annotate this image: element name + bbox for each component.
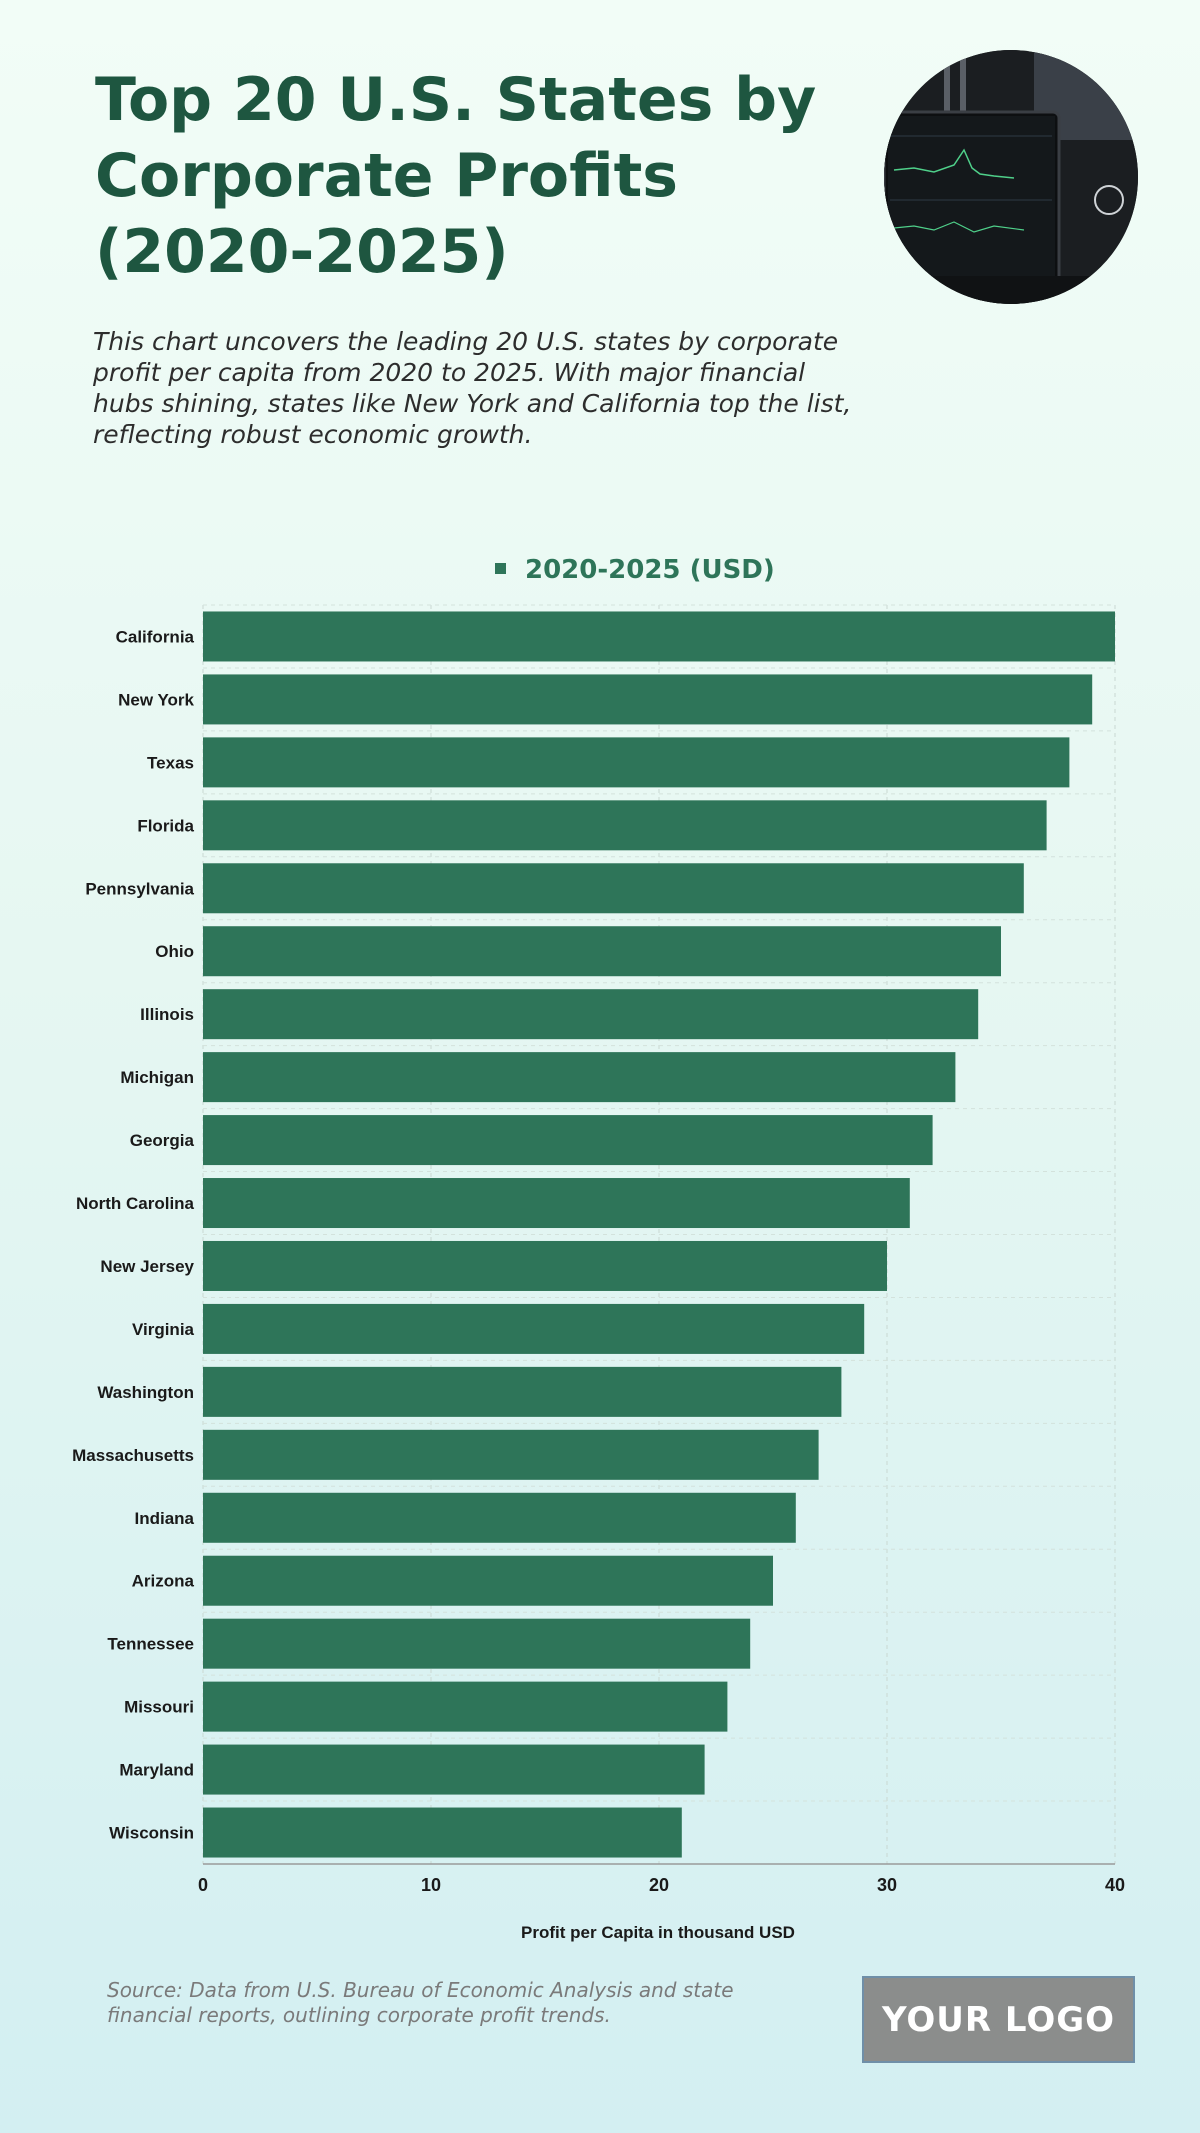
bar-ohio (203, 926, 1001, 977)
category-label-ohio: Ohio (155, 942, 194, 961)
trading-screen-photo (884, 50, 1138, 304)
bar-florida (203, 800, 1047, 851)
chart-title: Top 20 U.S. States by Corporate Profits … (95, 65, 817, 287)
bar-missouri (203, 1681, 728, 1732)
bar-north-carolina (203, 1178, 910, 1229)
category-label-florida: Florida (137, 816, 194, 835)
category-labels: California New York Texas Florida Pennsylvan… (72, 627, 194, 1842)
bar-california (203, 611, 1115, 662)
x-tick-label-20: 20 (649, 1875, 669, 1895)
category-label-maryland: Maryland (119, 1761, 194, 1780)
category-label-virginia: Virginia (132, 1320, 195, 1339)
category-label-massachusetts: Massachusetts (72, 1446, 194, 1465)
bar-pennsylvania (203, 863, 1024, 914)
category-label-indiana: Indiana (134, 1509, 194, 1528)
category-label-washington: Washington (97, 1383, 194, 1402)
legend-swatch (495, 563, 506, 574)
bar-massachusetts (203, 1429, 819, 1480)
bar-illinois (203, 989, 979, 1040)
category-label-missouri: Missouri (124, 1698, 194, 1717)
category-label-california: California (116, 627, 195, 646)
chart-subtitle: This chart uncovers the leading 20 U.S. … (93, 327, 852, 449)
x-tick-label-0: 0 (198, 1875, 208, 1895)
x-tick-labels: 0 10 20 30 40 (198, 1875, 1125, 1895)
x-axis-title: Profit per Capita in thousand USD (521, 1923, 795, 1942)
category-label-north-carolina: North Carolina (76, 1194, 195, 1213)
bars-group (203, 611, 1115, 1858)
bar-texas (203, 737, 1070, 788)
chart-legend: 2020-2025 (USD) (495, 555, 775, 585)
logo-placeholder: YOUR LOGO (862, 1976, 1135, 2063)
x-tick-label-40: 40 (1105, 1875, 1125, 1895)
bar-chart: 2020-2025 (USD) California New York Texas F… (72, 555, 1125, 1942)
category-label-texas: Texas (147, 753, 194, 772)
category-label-arizona: Arizona (132, 1572, 195, 1591)
bar-wisconsin (203, 1807, 682, 1858)
bar-michigan (203, 1052, 956, 1103)
category-label-new-jersey: New Jersey (100, 1257, 194, 1276)
category-label-georgia: Georgia (130, 1131, 195, 1150)
bar-virginia (203, 1303, 865, 1354)
x-tick-label-10: 10 (421, 1875, 441, 1895)
category-label-pennsylvania: Pennsylvania (85, 879, 194, 898)
category-label-tennessee: Tennessee (107, 1635, 194, 1654)
bar-washington (203, 1366, 842, 1417)
bar-tennessee (203, 1618, 751, 1669)
bar-indiana (203, 1492, 796, 1543)
category-label-wisconsin: Wisconsin (109, 1824, 194, 1843)
category-label-new-york: New York (118, 690, 194, 709)
x-tick-label-30: 30 (877, 1875, 897, 1895)
bar-georgia (203, 1115, 933, 1166)
source-note: Source: Data from U.S. Bureau of Economi… (107, 1978, 734, 2027)
category-label-michigan: Michigan (120, 1068, 194, 1087)
bar-new-york (203, 674, 1093, 725)
bar-maryland (203, 1744, 705, 1795)
bar-new-jersey (203, 1240, 887, 1291)
category-label-illinois: Illinois (140, 1005, 194, 1024)
legend-label-2020-2025: 2020-2025 (USD) (525, 555, 775, 585)
bar-arizona (203, 1555, 773, 1606)
grid-lines (202, 604, 1116, 1865)
